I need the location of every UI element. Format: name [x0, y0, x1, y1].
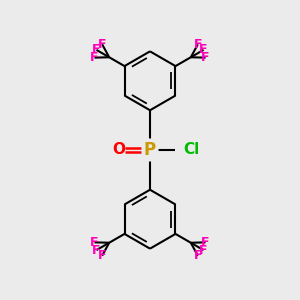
Text: F: F: [90, 236, 99, 249]
Text: F: F: [199, 244, 208, 256]
Text: F: F: [98, 249, 106, 262]
Text: F: F: [92, 244, 101, 256]
Text: Cl: Cl: [183, 142, 199, 158]
Text: F: F: [98, 38, 106, 51]
Text: F: F: [201, 236, 210, 249]
Text: P: P: [144, 141, 156, 159]
Text: F: F: [199, 44, 208, 56]
Text: F: F: [201, 51, 210, 64]
Text: F: F: [194, 249, 202, 262]
Text: F: F: [90, 51, 99, 64]
Text: F: F: [194, 38, 202, 51]
Text: F: F: [92, 44, 101, 56]
Text: O: O: [112, 142, 126, 158]
